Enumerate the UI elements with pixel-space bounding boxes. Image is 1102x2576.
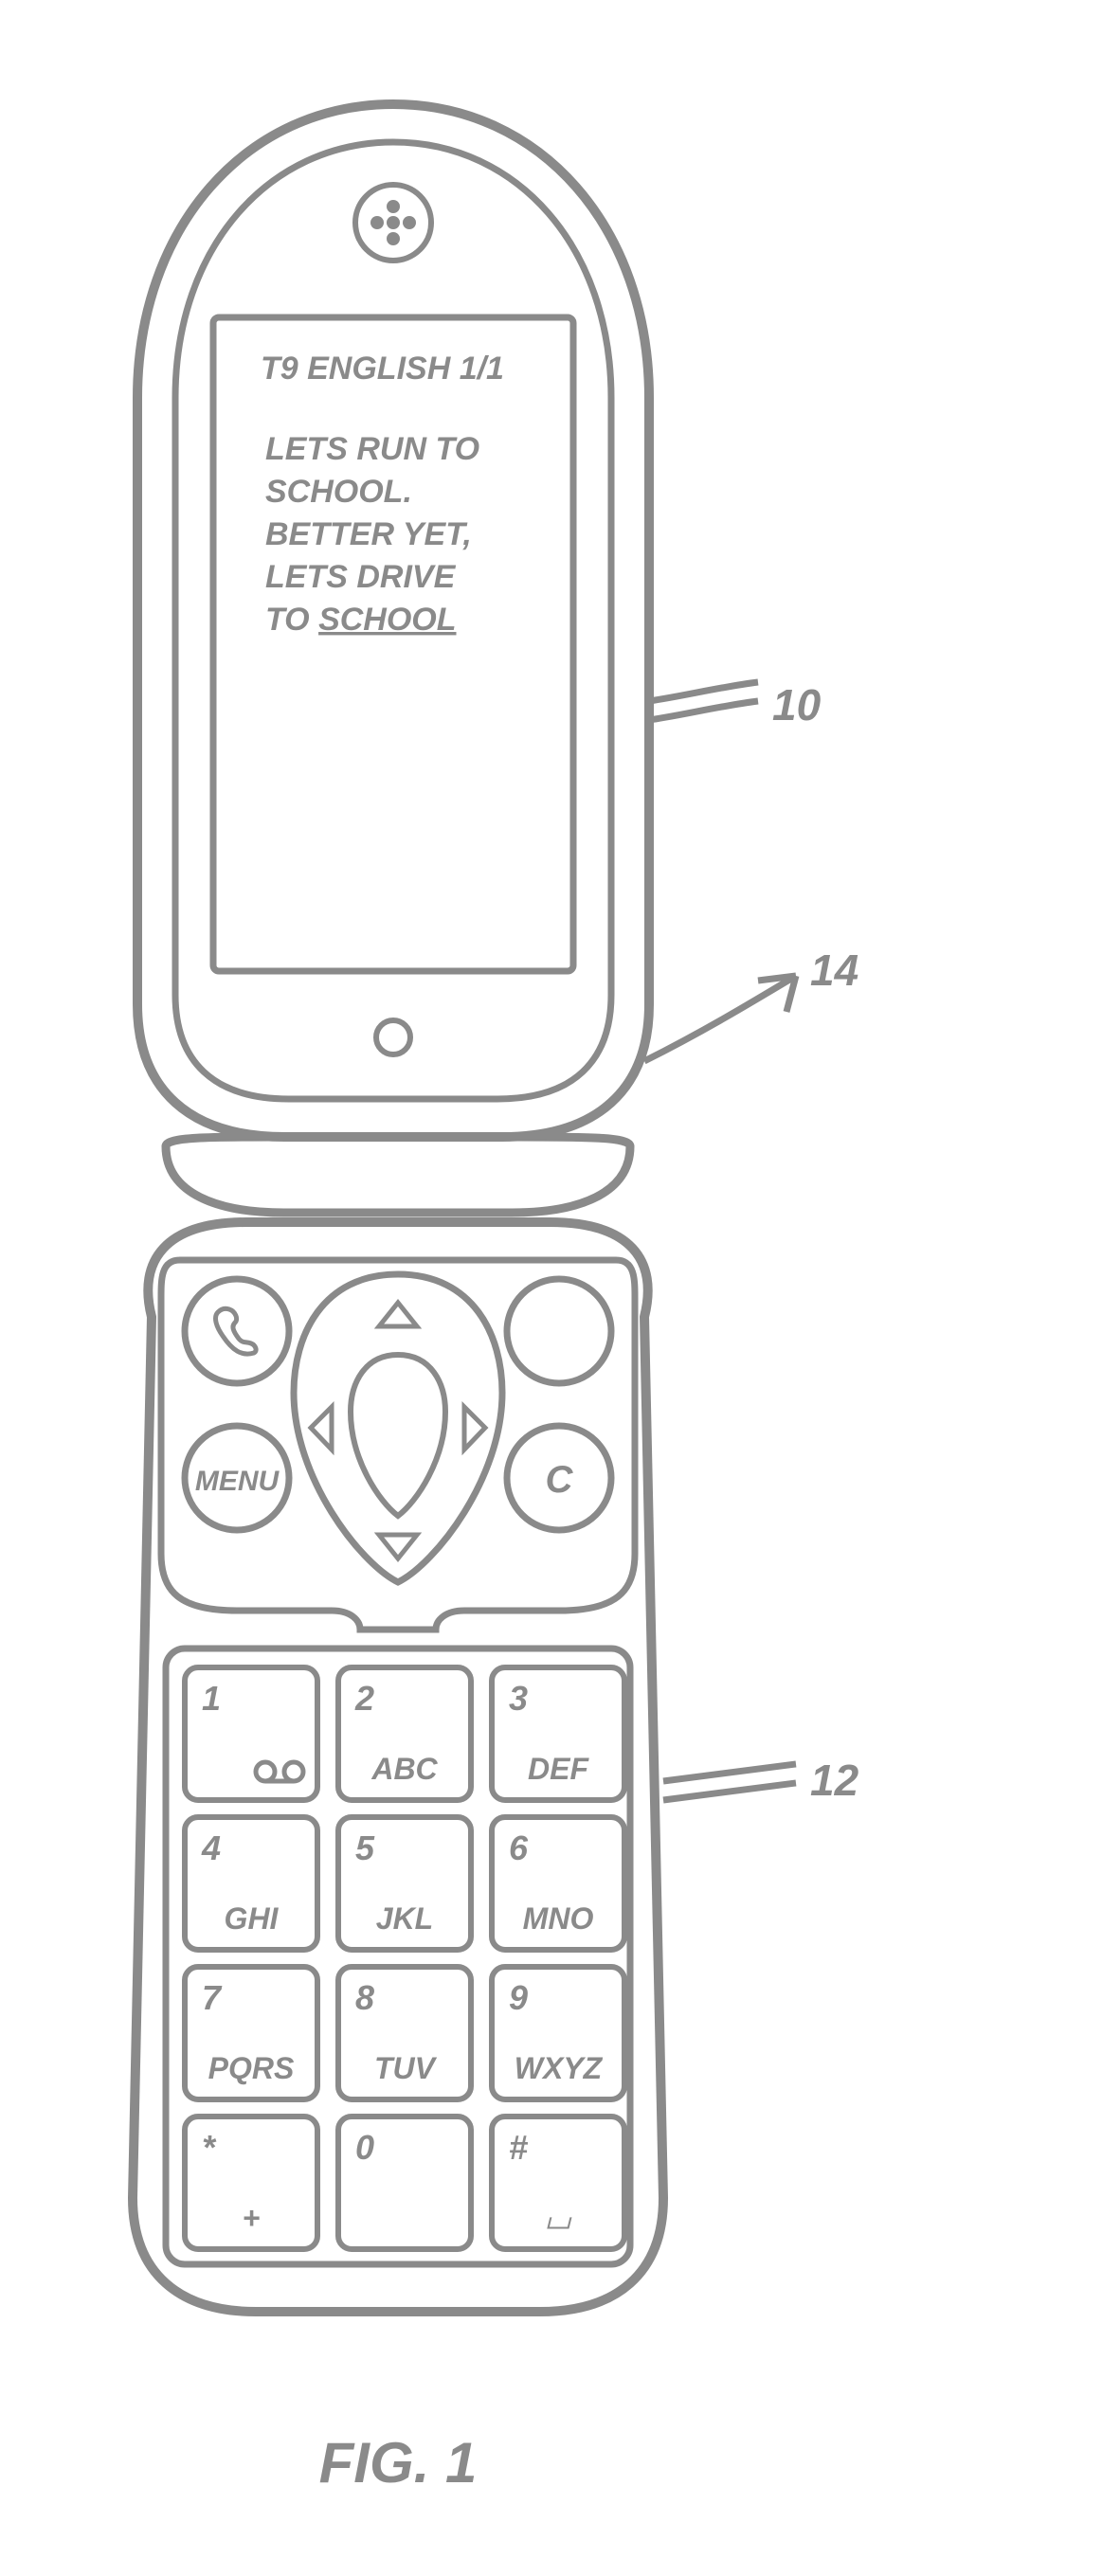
key-num-*: * — [202, 2128, 217, 2167]
key-num-1: 1 — [202, 1679, 221, 1718]
key-sub-6: MNO — [523, 1901, 594, 1936]
keypad-frame — [166, 1648, 630, 2264]
arrow-down-icon — [379, 1535, 417, 1558]
speaker-icon — [355, 185, 431, 261]
screen-underlined: SCHOOL — [318, 602, 456, 638]
display-screen — [213, 317, 573, 971]
screen-text: T9 ENGLISH 1/1 LETS RUN TO SCHOOL. BETTE… — [261, 351, 504, 638]
key-sub-7: PQRS — [208, 2051, 295, 2085]
screen-line-4: TO — [265, 602, 310, 638]
key-sub-4: GHI — [225, 1901, 280, 1936]
key-num-9: 9 — [509, 1978, 528, 2017]
screen-header: T9 ENGLISH 1/1 — [261, 351, 504, 387]
home-button[interactable] — [376, 1020, 410, 1054]
key-num-5: 5 — [355, 1828, 375, 1867]
key-sub-5: JKL — [376, 1901, 433, 1936]
key-num-#: # — [509, 2128, 528, 2167]
screen-line-0: LETS RUN TO — [265, 431, 479, 467]
key-num-7: 7 — [202, 1978, 223, 2017]
upper-flip: T9 ENGLISH 1/1 LETS RUN TO SCHOOL. BETTE… — [137, 104, 649, 1137]
callouts: 10 14 12 — [644, 680, 859, 1805]
phone-figure: T9 ENGLISH 1/1 LETS RUN TO SCHOOL. BETTE… — [0, 0, 1102, 2576]
callout-keypad: 12 — [810, 1756, 859, 1805]
screen-line-1: SCHOOL. — [265, 474, 412, 510]
callout-hinge: 14 — [810, 946, 858, 995]
key-num-2: 2 — [354, 1679, 374, 1718]
key-sub-*: + — [243, 2201, 261, 2235]
hinge — [166, 1137, 630, 1213]
key-sub-9: WXYZ — [515, 2051, 604, 2085]
phone-icon — [216, 1308, 257, 1354]
patent-figure-page: T9 ENGLISH 1/1 LETS RUN TO SCHOOL. BETTE… — [0, 0, 1102, 2576]
key-sub-8: TUV — [374, 2051, 438, 2085]
arrow-left-icon — [311, 1407, 332, 1450]
nav-cluster: MENU C — [185, 1274, 611, 1582]
screen-line-2: BETTER YET, — [265, 516, 472, 552]
figure-label: FIG. 1 — [319, 2431, 478, 2495]
dpad[interactable] — [294, 1274, 502, 1582]
key-sub-#: ⌴ — [546, 2201, 572, 2235]
callout-display: 10 — [772, 680, 822, 730]
arrow-up-icon — [379, 1303, 417, 1326]
c-label: C — [546, 1459, 574, 1501]
key-num-0: 0 — [355, 2128, 374, 2167]
key-sub-2: ABC — [370, 1752, 438, 1786]
call-button[interactable] — [185, 1279, 289, 1383]
screen-line-3: LETS DRIVE — [265, 559, 457, 595]
dpad-center[interactable] — [351, 1355, 445, 1516]
blank-button[interactable] — [507, 1279, 611, 1383]
keypad: 1 2 ABC 3DEF 4GHI 5JKL 6 MNO 7 PQRS 8TUV 9 WXYZ * +0 # ⌴ — [185, 1667, 624, 2249]
voicemail-icon — [256, 1762, 303, 1781]
key-num-8: 8 — [355, 1978, 374, 2017]
key-num-6: 6 — [509, 1828, 529, 1867]
key-num-4: 4 — [201, 1828, 221, 1867]
key-num-3: 3 — [509, 1679, 528, 1718]
menu-label: MENU — [195, 1466, 280, 1497]
arrow-right-icon — [464, 1407, 485, 1450]
key-sub-3: DEF — [528, 1752, 589, 1786]
lower-body: MENU C 1 2 ABC 3DEF 4GHI 5JKL 6 MNO 7 PQRS 8TUV 9 WX… — [133, 1222, 663, 2312]
svg-text:TO SCHOOL: TO SCHOOL — [265, 602, 457, 638]
